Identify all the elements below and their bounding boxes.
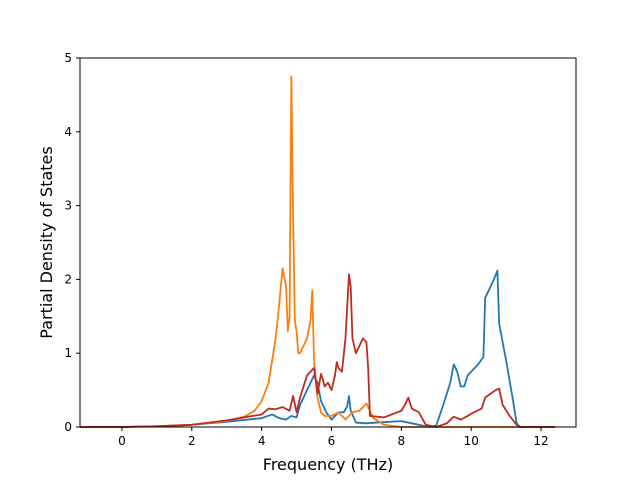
y-tick-label: 5 bbox=[64, 51, 72, 65]
series-line-2 bbox=[80, 75, 556, 428]
y-tick-label: 0 bbox=[64, 420, 72, 434]
x-tick-label: 12 bbox=[533, 434, 548, 448]
x-axis-ticks: 0 2 4 6 8 10 12 bbox=[118, 427, 549, 448]
x-tick-label: 8 bbox=[398, 434, 406, 448]
y-tick-label: 4 bbox=[64, 125, 72, 139]
x-tick-label: 6 bbox=[328, 434, 336, 448]
y-axis-ticks: 0 1 2 3 4 5 bbox=[64, 51, 80, 434]
y-tick-label: 2 bbox=[64, 272, 72, 286]
x-tick-label: 2 bbox=[188, 434, 196, 448]
y-tick-label: 1 bbox=[64, 346, 72, 360]
series-line-1 bbox=[80, 269, 556, 428]
x-tick-label: 0 bbox=[118, 434, 126, 448]
y-axis-label: Partial Density of States bbox=[37, 146, 56, 338]
plot-frame bbox=[79, 57, 577, 428]
series-layer bbox=[80, 75, 556, 428]
x-tick-label: 4 bbox=[258, 434, 266, 448]
series-line-3 bbox=[80, 273, 556, 428]
y-tick-label: 3 bbox=[64, 199, 72, 213]
x-tick-label: 10 bbox=[464, 434, 479, 448]
x-axis-label: Frequency (THz) bbox=[263, 455, 393, 474]
